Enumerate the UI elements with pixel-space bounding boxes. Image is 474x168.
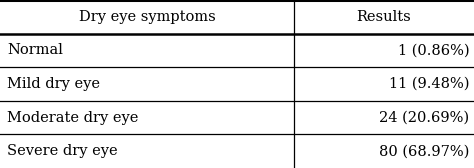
- Text: 11 (9.48%): 11 (9.48%): [389, 77, 469, 91]
- Text: 1 (0.86%): 1 (0.86%): [398, 43, 469, 57]
- Text: Dry eye symptoms: Dry eye symptoms: [79, 10, 215, 24]
- Text: Mild dry eye: Mild dry eye: [7, 77, 100, 91]
- Text: Results: Results: [356, 10, 411, 24]
- Text: Moderate dry eye: Moderate dry eye: [7, 111, 138, 125]
- Text: Normal: Normal: [7, 43, 63, 57]
- Text: Severe dry eye: Severe dry eye: [7, 144, 118, 158]
- Text: 80 (68.97%): 80 (68.97%): [379, 144, 469, 158]
- Text: 24 (20.69%): 24 (20.69%): [379, 111, 469, 125]
